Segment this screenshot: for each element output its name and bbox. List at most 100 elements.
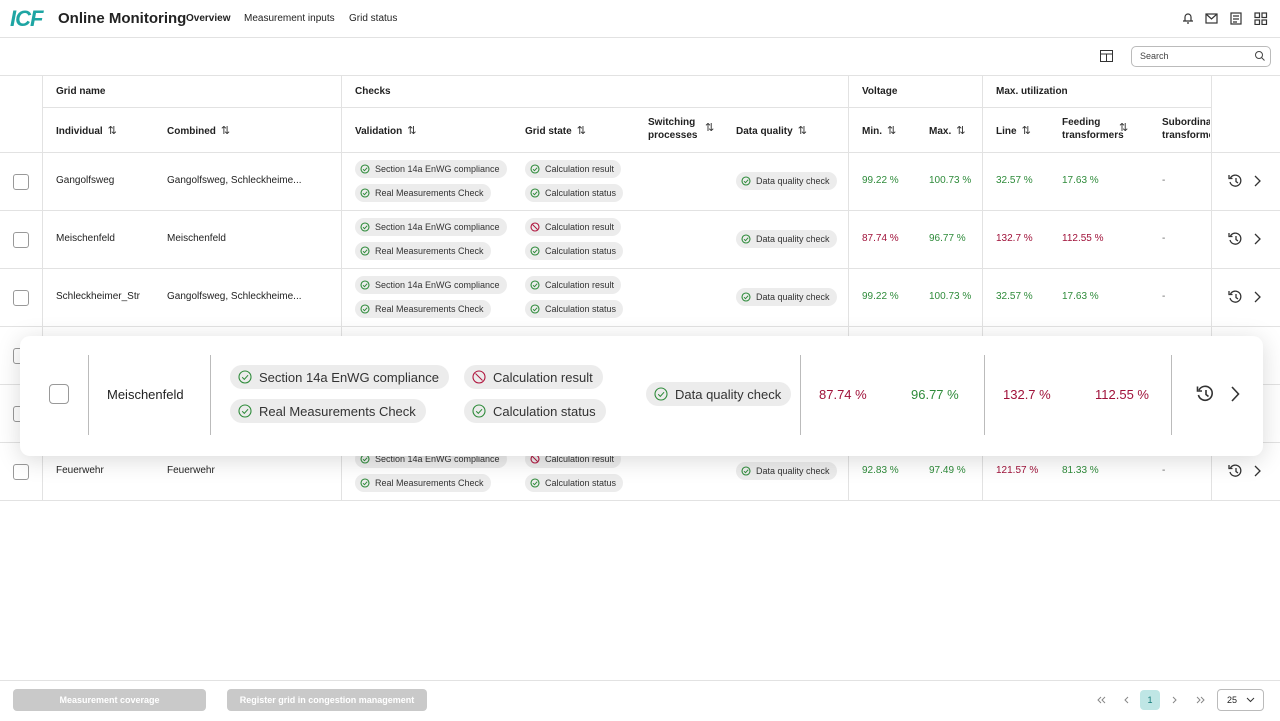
status-pill: Section 14a EnWG compliance xyxy=(355,160,507,178)
search-placeholder: Search xyxy=(1140,51,1169,61)
header-icons[interactable] xyxy=(1180,11,1270,25)
value-cell: 99.22 % xyxy=(862,291,899,302)
row-cell: - xyxy=(1162,291,1166,302)
page-size-select[interactable]: 25 xyxy=(1217,689,1264,711)
column-header: Max. ⇅ xyxy=(929,124,965,137)
divider xyxy=(88,355,89,435)
status-pill: Data quality check xyxy=(736,288,837,306)
column-header: Grid state ⇅ xyxy=(525,124,586,137)
group-header: Max. utilization xyxy=(996,86,1068,97)
column-label: Individual xyxy=(56,126,103,137)
pill-label: Section 14a EnWG compliance xyxy=(259,369,439,385)
sort-icon[interactable]: ⇅ xyxy=(705,122,715,134)
row-cell: Meischenfeld xyxy=(107,387,184,402)
checkbox[interactable] xyxy=(13,290,29,306)
status-pill: Calculation result xyxy=(525,160,622,178)
logo[interactable]: ICF xyxy=(10,6,43,31)
value-cell: 32.57 % xyxy=(996,175,1033,186)
sort-icon[interactable]: ⇅ xyxy=(407,125,417,137)
pill-label: Data quality check xyxy=(675,386,782,402)
value-cell: 100.73 % xyxy=(929,291,972,302)
value-cell: 87.74 % xyxy=(862,233,899,244)
page-number[interactable]: 1 xyxy=(1140,690,1160,710)
sort-icon[interactable]: ⇅ xyxy=(887,125,897,137)
row-cell: Feuerwehr xyxy=(167,465,215,476)
pagination-arrows[interactable] xyxy=(1096,694,1208,706)
row-line xyxy=(0,210,1280,211)
search-icon xyxy=(1255,51,1265,61)
status-icon xyxy=(238,404,252,418)
sort-icon[interactable]: ⇅ xyxy=(576,125,586,137)
nav-link[interactable]: Overview xyxy=(186,13,231,24)
row-actions[interactable] xyxy=(1196,385,1244,403)
status-icon xyxy=(741,292,751,302)
status-icon xyxy=(741,466,751,476)
status-pill: Calculation status xyxy=(525,300,624,318)
row-cell: Meischenfeld xyxy=(56,233,115,244)
column-label: Feeding transformers xyxy=(1062,117,1124,141)
chevron xyxy=(1246,697,1255,703)
value-cell: 132.7 % xyxy=(996,233,1033,244)
group-header: Grid name xyxy=(56,86,106,97)
column-label: Grid state xyxy=(525,126,572,137)
row-actions[interactable] xyxy=(1228,290,1266,304)
pill-label: Data quality check xyxy=(756,466,830,476)
status-icon xyxy=(530,164,540,174)
pill-label: Data quality check xyxy=(756,176,830,186)
row-actions[interactable] xyxy=(1228,174,1266,188)
sort-icon[interactable]: ⇅ xyxy=(1119,122,1129,134)
pill-label: Section 14a EnWG compliance xyxy=(375,222,500,232)
row-line xyxy=(0,326,1280,327)
nav-link[interactable]: Grid status xyxy=(349,13,398,24)
row-actions[interactable] xyxy=(1228,464,1266,478)
status-pill: Section 14a EnWG compliance xyxy=(230,365,449,389)
sort-icon[interactable]: ⇅ xyxy=(1021,125,1031,137)
button[interactable]: Register grid in congestion management xyxy=(227,689,427,711)
status-icon xyxy=(238,370,252,384)
divider xyxy=(210,355,211,435)
header-line xyxy=(0,152,1280,153)
pill-label: Calculation result xyxy=(493,369,593,385)
column-label: Combined xyxy=(167,126,216,137)
row-cell: Gangolfsweg, Schleckheime... xyxy=(167,291,302,302)
search-box[interactable]: Search xyxy=(1131,46,1271,67)
column-label: Data quality xyxy=(736,126,793,137)
status-icon xyxy=(360,478,370,488)
nav-link[interactable]: Measurement inputs xyxy=(244,13,335,24)
row-line xyxy=(0,268,1280,269)
status-icon xyxy=(360,188,370,198)
column-header: Subordinate transformers xyxy=(1162,116,1210,142)
sort-icon[interactable]: ⇅ xyxy=(797,125,807,137)
row-actions[interactable] xyxy=(1228,232,1266,246)
drag-row: Meischenfeld Section 14a EnWG compliance R… xyxy=(20,336,1263,456)
value-cell: 32.57 % xyxy=(996,291,1033,302)
checkbox[interactable] xyxy=(13,174,29,190)
pill-label: Calculation status xyxy=(545,478,617,488)
status-pill: Real Measurements Check xyxy=(355,474,491,492)
divider xyxy=(982,75,983,500)
app-title: Online Monitoring xyxy=(58,10,187,27)
sort-icon[interactable]: ⇅ xyxy=(220,125,231,137)
pill-label: Real Measurements Check xyxy=(375,478,484,488)
column-header: Validation ⇅ xyxy=(355,124,416,137)
sort-icon[interactable]: ⇅ xyxy=(956,125,966,137)
column-toggle[interactable] xyxy=(1100,50,1113,62)
value-cell: 17.63 % xyxy=(1062,291,1099,302)
sort-icon[interactable]: ⇅ xyxy=(107,125,117,137)
checkbox[interactable] xyxy=(13,232,29,248)
page-size: 25 xyxy=(1227,695,1238,705)
group-header: Checks xyxy=(355,86,391,97)
checkbox[interactable] xyxy=(49,384,69,404)
checkbox[interactable] xyxy=(13,464,29,480)
status-pill: Calculation status xyxy=(464,399,606,423)
value-cell: 92.83 % xyxy=(862,465,899,476)
status-pill: Calculation result xyxy=(464,365,603,389)
status-pill: Data quality check xyxy=(736,172,837,190)
value-cell: 96.77 % xyxy=(929,233,966,244)
value-cell: 121.57 % xyxy=(996,465,1039,476)
column-label: Switching processes xyxy=(648,117,698,141)
pill-label: Calculation status xyxy=(493,403,596,419)
status-icon xyxy=(360,304,370,314)
button[interactable]: Measurement coverage xyxy=(13,689,206,711)
